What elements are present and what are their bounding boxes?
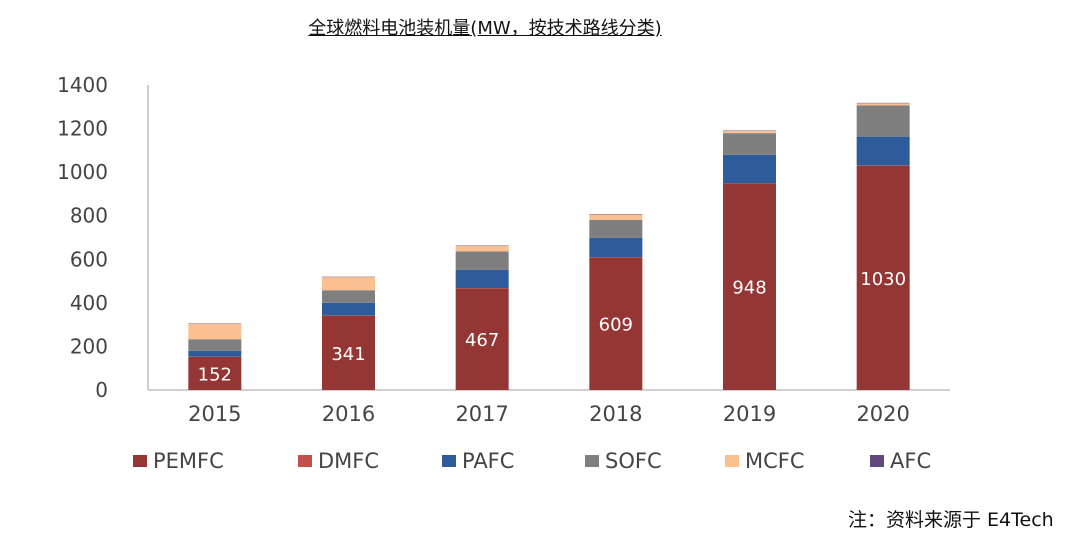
x-tick-label: 2015	[188, 402, 241, 426]
bar-sofc-2018	[589, 219, 643, 238]
legend-swatch-dmfc	[298, 455, 312, 467]
chart-title: 全球燃料电池装机量(MW，按技术路线分类)	[308, 18, 662, 39]
legend-label-pafc: PAFC	[462, 449, 514, 473]
bars: 152 341 467 609 948 1030	[188, 102, 910, 390]
bar-pafc-2016	[322, 302, 375, 316]
y-tick-label: 0	[95, 378, 108, 402]
data-label-pemfc-2017: 467	[465, 330, 499, 351]
bar-mcfc-2019	[723, 130, 776, 134]
data-label-pemfc-2019: 948	[732, 278, 766, 299]
data-label-pemfc-2020: 1030	[860, 269, 906, 290]
bar-sofc-2020	[856, 105, 910, 137]
bar-mcfc-2017	[455, 245, 509, 252]
source-note: 注：资料来源于 E4Tech	[848, 509, 1054, 531]
y-tick-label: 800	[70, 204, 108, 228]
bar-mcfc-2015	[188, 323, 242, 340]
y-tick-label: 1200	[57, 117, 108, 141]
bar-sofc-2015	[188, 339, 242, 351]
bar-sofc-2017	[455, 251, 509, 270]
y-tick-label: 1000	[57, 160, 108, 184]
legend-label-afc: AFC	[890, 449, 931, 473]
bar-pemfc-2020	[856, 165, 910, 390]
y-tick-label: 200	[70, 334, 108, 358]
legend-swatch-pafc	[442, 455, 456, 467]
bar-sofc-2019	[723, 133, 776, 155]
bar-pafc-2020	[856, 136, 910, 166]
legend: PEMFC DMFC PAFC SOFC MCFC AFC	[133, 449, 931, 473]
y-tick-label: 600	[70, 247, 108, 271]
x-axis-ticks: 2015 2016 2017 2018 2019 2020	[188, 402, 910, 426]
legend-label-sofc: SOFC	[605, 449, 662, 473]
data-label-pemfc-2018: 609	[599, 315, 633, 336]
legend-swatch-afc	[870, 455, 884, 467]
x-tick-label: 2019	[723, 402, 776, 426]
legend-swatch-sofc	[585, 455, 599, 467]
bar-pafc-2018	[589, 237, 643, 258]
bar-sofc-2016	[322, 290, 375, 303]
x-tick-label: 2020	[856, 402, 909, 426]
bar-pafc-2017	[455, 269, 509, 289]
x-tick-label: 2018	[589, 402, 642, 426]
bar-mcfc-2018	[589, 214, 643, 220]
bar-pemfc-2016	[322, 315, 375, 390]
bar-pemfc-2018	[589, 257, 643, 390]
y-tick-label: 400	[70, 291, 108, 315]
x-tick-label: 2016	[322, 402, 375, 426]
legend-label-pemfc: PEMFC	[153, 449, 224, 473]
bar-pemfc-2017	[455, 288, 509, 390]
y-tick-label: 1400	[57, 73, 108, 97]
legend-swatch-mcfc	[725, 455, 739, 467]
data-label-pemfc-2016: 341	[331, 344, 365, 365]
bar-pafc-2015	[188, 350, 242, 357]
legend-label-mcfc: MCFC	[745, 449, 805, 473]
bar-pemfc-2019	[723, 183, 776, 390]
legend-swatch-pemfc	[133, 455, 147, 467]
bar-pafc-2019	[723, 154, 776, 184]
y-axis-ticks: 0 200 400 600 800 1000 1200 1400	[57, 73, 108, 402]
x-tick-label: 2017	[455, 402, 508, 426]
data-label-pemfc-2015: 152	[198, 364, 232, 385]
bar-pemfc-2015	[188, 356, 242, 390]
bar-mcfc-2016	[322, 277, 375, 291]
legend-label-dmfc: DMFC	[318, 449, 379, 473]
bar-mcfc-2020	[856, 103, 910, 106]
